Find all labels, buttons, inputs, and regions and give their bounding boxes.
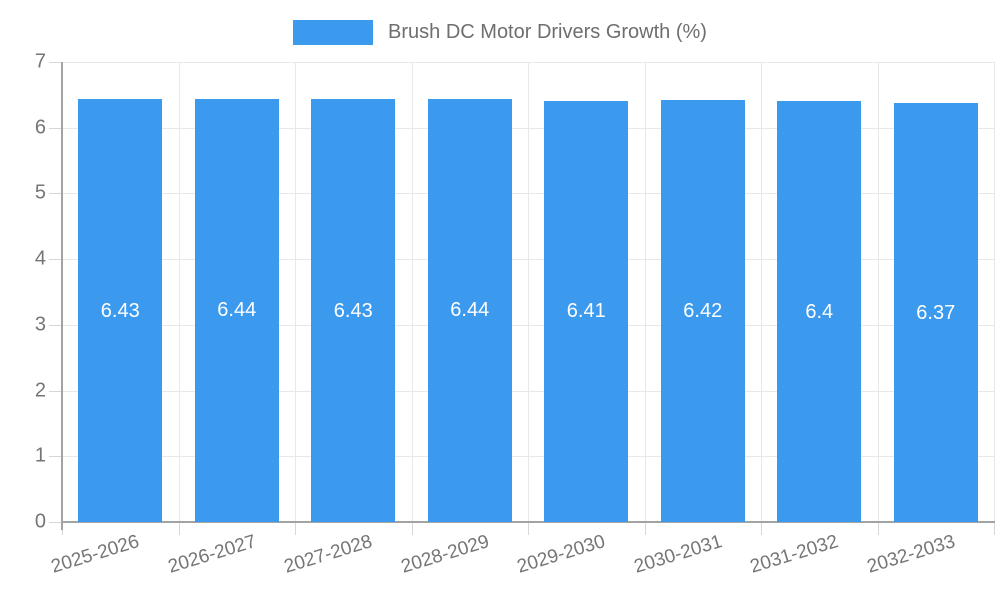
bar-value-label: 6.43 [100, 299, 140, 322]
x-axis-label: 2032-2033 [864, 531, 958, 578]
bar[interactable]: 6.44 [427, 98, 512, 522]
y-axis-label: 5 [34, 182, 46, 205]
legend-swatch [293, 20, 374, 45]
bar-value-label: 6.44 [217, 299, 257, 322]
bar-value-label: 6.37 [916, 301, 956, 324]
y-axis-label: 0 [34, 510, 46, 533]
x-axis-label: 2026-2027 [165, 531, 259, 578]
gridline-vertical [994, 62, 995, 522]
y-axis-label: 7 [34, 50, 46, 73]
gridline-vertical [877, 62, 879, 522]
x-axis-tick [295, 523, 296, 535]
x-axis-label: 2030-2031 [631, 531, 725, 578]
x-axis-tick [761, 523, 762, 535]
bar[interactable]: 6.41 [544, 100, 629, 522]
gridline-vertical [178, 62, 180, 522]
bar-value-label: 6.41 [566, 300, 606, 323]
y-axis-label: 3 [34, 313, 46, 336]
x-axis-label: 2025-2026 [49, 531, 143, 578]
bar[interactable]: 6.42 [660, 100, 745, 522]
y-axis-tick [49, 62, 62, 63]
gridline-vertical [411, 62, 413, 522]
bar-value-label: 6.4 [805, 300, 834, 323]
y-axis-tick [49, 390, 62, 392]
bar-value-label: 6.43 [333, 299, 373, 322]
y-axis-label: 6 [34, 116, 46, 139]
y-axis-label: 2 [34, 379, 46, 402]
x-axis-tick [994, 523, 995, 535]
bar[interactable]: 6.37 [893, 103, 978, 522]
x-axis-tick [644, 523, 646, 535]
bar[interactable]: 6.43 [311, 99, 396, 522]
y-axis-tick [49, 324, 62, 326]
y-axis-tick [49, 193, 62, 195]
x-axis-tick [877, 523, 879, 535]
x-axis-label: 2027-2028 [282, 531, 376, 578]
gridline-vertical [295, 62, 296, 522]
bar[interactable]: 6.4 [777, 101, 862, 522]
y-axis-line [61, 62, 63, 530]
x-axis-tick [411, 523, 413, 535]
bar[interactable]: 6.44 [194, 98, 279, 522]
y-axis-tick [49, 259, 62, 261]
y-axis-label: 1 [34, 444, 46, 467]
y-axis-tick [49, 456, 62, 458]
x-axis-label: 2029-2030 [515, 531, 609, 578]
gridline-vertical [644, 62, 646, 522]
legend-label: Brush DC Motor Drivers Growth (%) [388, 21, 707, 43]
y-axis-label: 4 [34, 247, 46, 270]
gridline-vertical [761, 62, 762, 522]
x-axis-label: 2031-2032 [748, 531, 842, 578]
x-axis-label: 2028-2029 [398, 531, 492, 578]
x-axis-tick [528, 523, 529, 535]
legend[interactable]: Brush DC Motor Drivers Growth (%) [0, 20, 1000, 45]
gridline-vertical [528, 62, 529, 522]
y-axis-tick [49, 127, 62, 129]
bar[interactable]: 6.43 [78, 99, 163, 522]
bar-value-label: 6.42 [683, 300, 723, 323]
x-axis-tick [178, 523, 180, 535]
y-axis-tick [49, 522, 62, 523]
x-axis-line [62, 521, 995, 523]
bar-value-label: 6.44 [450, 299, 490, 322]
